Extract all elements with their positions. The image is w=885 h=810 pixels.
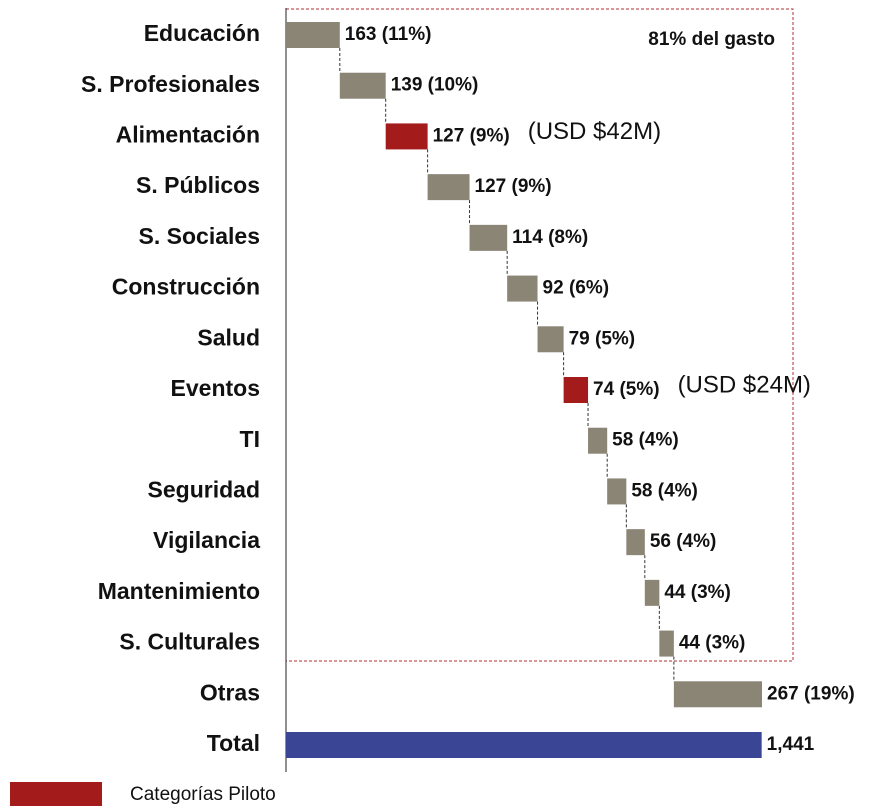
- value-label: 58 (4%): [631, 480, 698, 501]
- bar: [659, 630, 674, 657]
- value-label: 79 (5%): [569, 328, 636, 349]
- category-label: Eventos: [171, 375, 260, 401]
- value-label: 127 (9%): [433, 125, 510, 146]
- value-label: 44 (3%): [679, 633, 746, 654]
- category-label: Construcción: [112, 274, 260, 300]
- value-label: 56 (4%): [650, 531, 717, 552]
- category-label: Salud: [197, 324, 260, 350]
- bar: [286, 22, 340, 48]
- value-label: 163 (11%): [345, 24, 432, 45]
- legend-swatch: [10, 782, 102, 806]
- bar: [507, 275, 538, 302]
- legend-label: Categorías Piloto: [130, 784, 276, 805]
- value-label: 74 (5%): [593, 379, 660, 400]
- bar: [588, 427, 608, 454]
- value-label: 267 (19%): [767, 683, 855, 704]
- category-label: Mantenimiento: [98, 578, 260, 604]
- value-label: 139 (10%): [391, 75, 479, 96]
- value-label: 127 (9%): [475, 176, 552, 197]
- bar: [385, 123, 428, 150]
- value-label: 1,441: [767, 734, 815, 755]
- bar: [537, 326, 564, 353]
- category-label: Total: [207, 730, 260, 756]
- bar: [339, 72, 386, 99]
- category-label: S. Sociales: [139, 223, 260, 249]
- bar: [286, 732, 762, 758]
- value-label: 58 (4%): [612, 430, 679, 451]
- category-label: Otras: [200, 679, 260, 705]
- value-label: 114 (8%): [512, 227, 588, 248]
- category-label: S. Culturales: [119, 629, 260, 655]
- category-label: Alimentación: [116, 122, 260, 148]
- category-label: Vigilancia: [153, 527, 260, 553]
- value-label: 92 (6%): [543, 278, 610, 299]
- bar: [644, 579, 660, 606]
- category-label: TI: [240, 426, 260, 452]
- box-label: 81% del gasto: [648, 29, 775, 50]
- annotation: (USD $24M): [678, 371, 811, 398]
- bar: [469, 224, 508, 251]
- category-label: Educación: [144, 20, 260, 46]
- bar: [563, 377, 589, 403]
- bar: [626, 529, 645, 556]
- bar: [427, 174, 470, 201]
- value-label: 44 (3%): [664, 582, 731, 603]
- category-label: Seguridad: [148, 477, 260, 503]
- bar: [607, 478, 627, 505]
- annotation: (USD $42M): [528, 118, 661, 145]
- bar: [673, 681, 762, 708]
- category-label: S. Públicos: [136, 172, 260, 198]
- category-label: S. Profesionales: [81, 71, 260, 97]
